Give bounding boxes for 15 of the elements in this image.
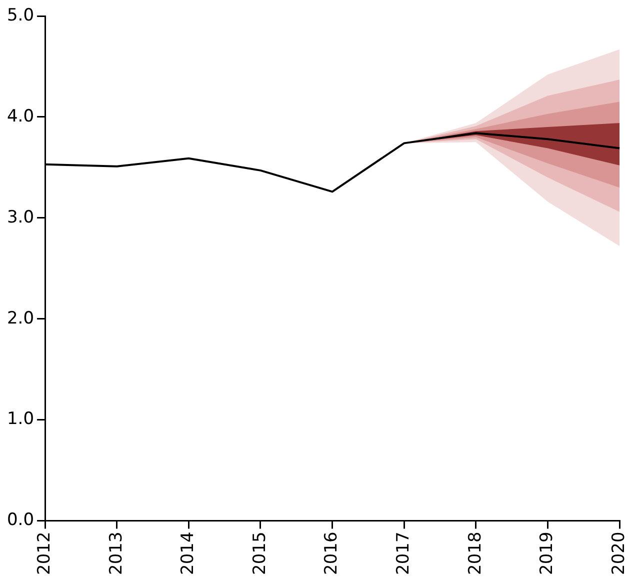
x-tick-label: 2017 (394, 532, 414, 575)
x-tick-label: 2012 (34, 532, 54, 575)
x-tick-label: 2018 (465, 532, 486, 575)
x-tick-label: 2020 (609, 532, 630, 575)
y-tick-label: 0.0 (6, 510, 34, 530)
x-tick-label: 2014 (178, 532, 198, 575)
y-tick-label: 5.0 (6, 5, 34, 26)
x-tick-label: 2013 (106, 532, 126, 575)
x-tick-label: 2016 (322, 532, 342, 575)
y-tick-label: 2.0 (6, 308, 34, 328)
x-tick-label: 2019 (537, 532, 558, 575)
y-tick-label: 3.0 (6, 207, 34, 228)
y-tick-label: 1.0 (6, 409, 34, 430)
x-tick-label: 2015 (250, 532, 270, 575)
y-tick-label: 4.0 (6, 106, 34, 126)
